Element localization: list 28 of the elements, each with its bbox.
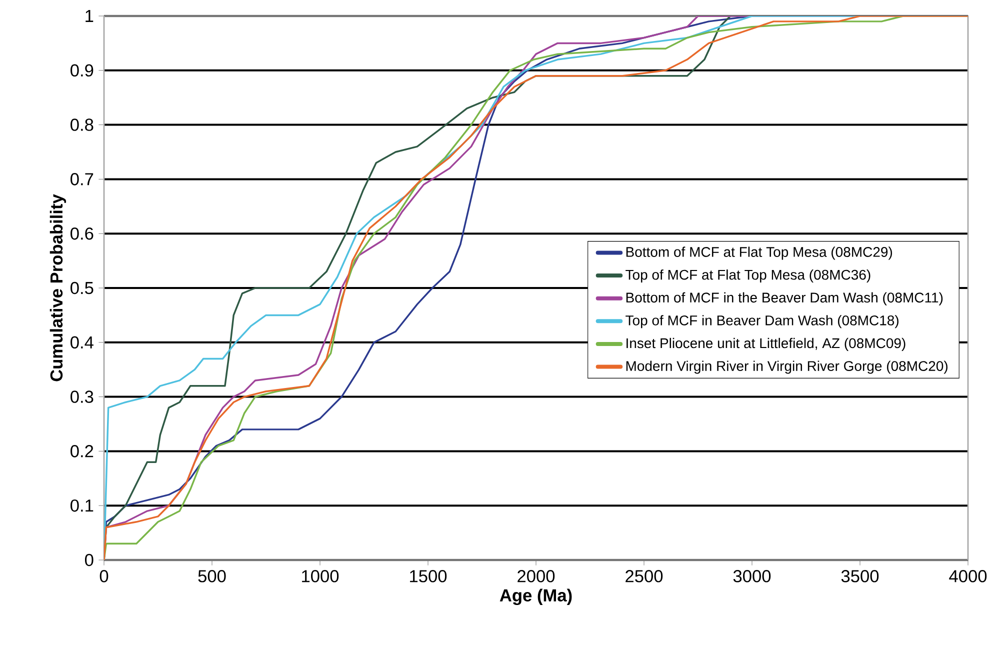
y-tick-label: 0.1 bbox=[70, 500, 94, 512]
legend-label: Bottom of MCF at Flat Top Mesa (08MC29) bbox=[626, 246, 892, 260]
y-axis-title: Cumulative Probability bbox=[50, 194, 66, 382]
y-tick-label: 0.2 bbox=[70, 445, 94, 458]
x-tick-label: 1000 bbox=[302, 570, 339, 582]
y-tick-label: 0.4 bbox=[70, 336, 94, 349]
x-tick-label: 3500 bbox=[841, 570, 879, 582]
legend-label: Top of MCF at Flat Top Mesa (08MC36) bbox=[626, 270, 870, 283]
y-tick-label: 1 bbox=[86, 10, 94, 22]
x-tick-label: 500 bbox=[198, 570, 226, 582]
x-tick-label: 3000 bbox=[733, 570, 771, 582]
x-axis-title: Age (Ma) bbox=[500, 588, 572, 606]
x-tick-label: 0 bbox=[100, 570, 108, 582]
legend-label: Modern Virgin River in Virgin River Gorge (08MC20) bbox=[626, 360, 948, 374]
x-tick-label: 2500 bbox=[626, 570, 663, 582]
y-tick-label: 0.9 bbox=[70, 64, 94, 77]
x-tick-label: 4000 bbox=[949, 570, 987, 582]
legend-label: Inset Pliocene unit at Littlefield, AZ (08MC09) bbox=[626, 338, 906, 352]
y-tick-label: 0.8 bbox=[70, 118, 94, 132]
y-tick-label: 0.7 bbox=[70, 173, 94, 186]
x-tick-label: 1500 bbox=[410, 570, 447, 582]
y-tick-label: 0.6 bbox=[70, 228, 94, 240]
y-tick-label: 0 bbox=[84, 554, 94, 566]
y-tick-label: 0.5 bbox=[70, 282, 94, 294]
y-tick-label: 0.3 bbox=[70, 390, 94, 404]
x-tick-label: 2000 bbox=[518, 570, 555, 582]
legend-label: Top of MCF in Beaver Dam Wash (08MC18) bbox=[626, 315, 898, 328]
legend-label: Bottom of MCF in the Beaver Dam Wash (08MC11) bbox=[626, 292, 943, 306]
